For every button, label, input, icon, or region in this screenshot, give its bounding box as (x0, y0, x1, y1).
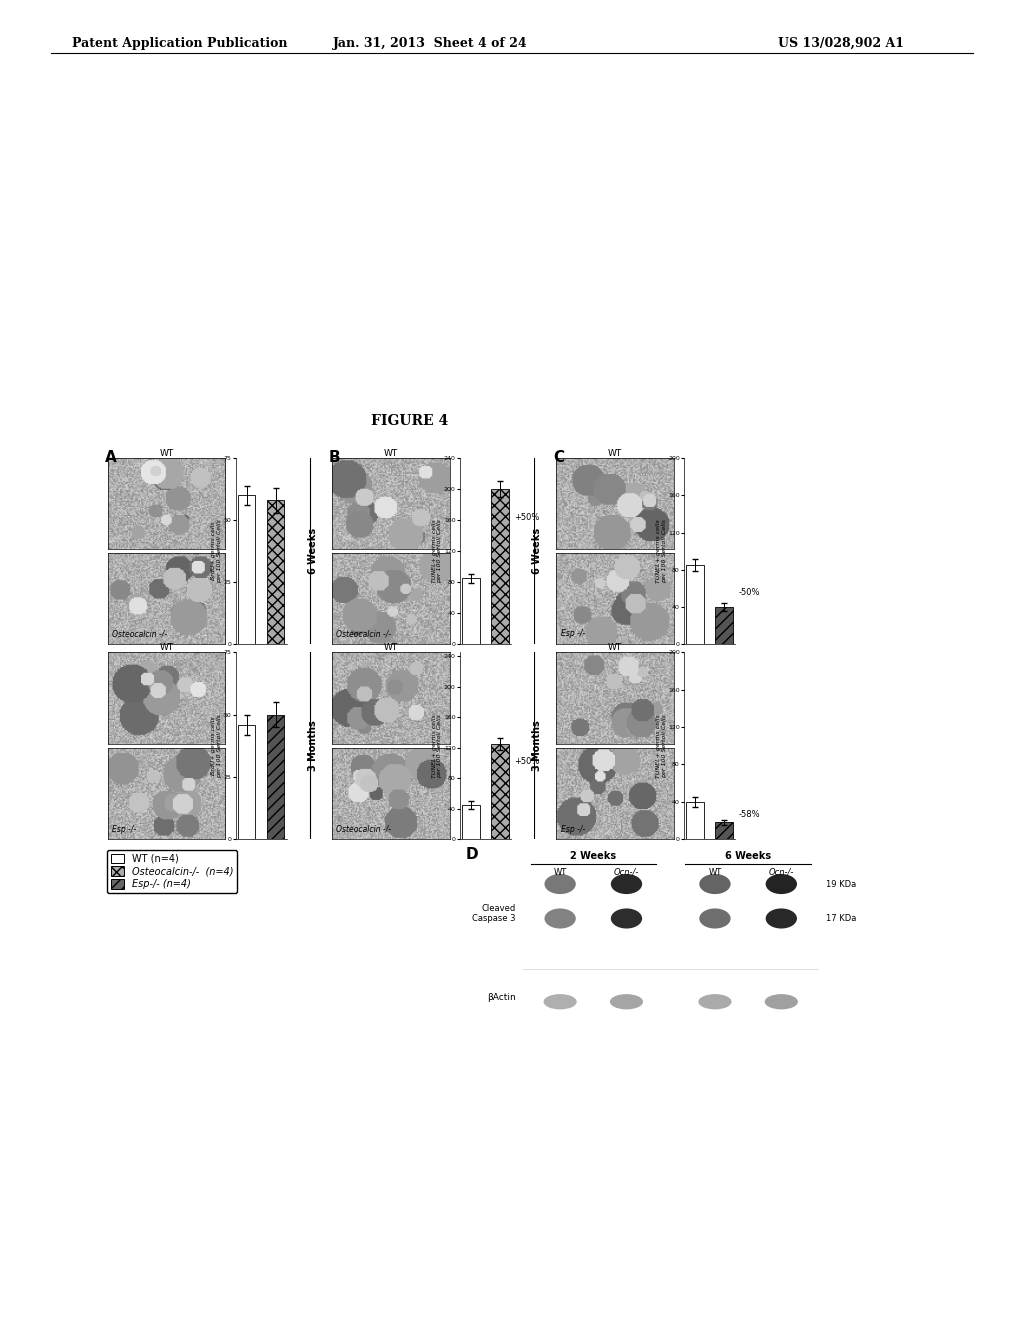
Title: WT: WT (160, 449, 173, 458)
Text: βActin: βActin (487, 994, 516, 1002)
Text: Esp -/-: Esp -/- (561, 825, 585, 834)
Y-axis label: BrdU+ germs cells
per 100 Sertoli Cells: BrdU+ germs cells per 100 Sertoli Cells (211, 714, 222, 777)
Ellipse shape (766, 908, 797, 928)
Ellipse shape (544, 994, 577, 1010)
Text: 19 KDa: 19 KDa (825, 879, 856, 888)
Text: -58%: -58% (738, 810, 761, 820)
Text: Jan. 31, 2013  Sheet 4 of 24: Jan. 31, 2013 Sheet 4 of 24 (333, 37, 527, 50)
Text: Osteocalcin -/-: Osteocalcin -/- (113, 630, 167, 639)
Bar (238, 725, 255, 840)
Ellipse shape (545, 874, 575, 894)
Text: 2 Weeks: 2 Weeks (570, 850, 616, 861)
Bar (716, 607, 733, 644)
Title: WT: WT (608, 643, 622, 652)
Text: +50%: +50% (514, 512, 540, 521)
Text: Esp -/-: Esp -/- (113, 825, 136, 834)
Bar (686, 565, 703, 644)
Ellipse shape (610, 908, 642, 928)
Text: Ocn-/-: Ocn-/- (613, 867, 639, 876)
Y-axis label: TUNEL+ germs cells
per 100 Sertoli Cells: TUNEL+ germs cells per 100 Sertoli Cells (656, 519, 667, 583)
Y-axis label: TUNEL+ germs cells
per 100 Sertoli Cells: TUNEL+ germs cells per 100 Sertoli Cells (431, 519, 442, 583)
Title: WT: WT (608, 449, 622, 458)
Text: FIGURE 4: FIGURE 4 (371, 414, 449, 429)
Text: B: B (329, 450, 340, 465)
Title: WT: WT (384, 643, 397, 652)
Ellipse shape (610, 874, 642, 894)
Text: Osteocalcin -/-: Osteocalcin -/- (337, 630, 391, 639)
Ellipse shape (699, 908, 730, 928)
Text: 6 Weeks: 6 Weeks (307, 528, 317, 574)
Bar (492, 490, 509, 644)
Ellipse shape (698, 994, 731, 1010)
Title: WT: WT (384, 449, 397, 458)
Bar (267, 500, 285, 644)
Text: Ocn-/-: Ocn-/- (769, 867, 794, 876)
Text: Osteocalcin -/-: Osteocalcin -/- (337, 825, 391, 834)
Bar (462, 805, 479, 840)
Bar (492, 744, 509, 840)
Text: A: A (104, 450, 116, 465)
Bar (238, 495, 255, 644)
Text: D: D (466, 847, 478, 862)
Text: WT: WT (554, 867, 566, 876)
Text: WT: WT (709, 867, 722, 876)
Text: 3 Months: 3 Months (531, 721, 542, 771)
Bar (462, 578, 479, 644)
Text: +50%: +50% (514, 756, 540, 766)
Y-axis label: BrdU+ germs cells
per 100 Sertoli Cells: BrdU+ germs cells per 100 Sertoli Cells (211, 519, 222, 583)
Ellipse shape (545, 908, 575, 928)
Bar (267, 714, 285, 840)
Text: Esp -/-: Esp -/- (561, 630, 585, 639)
Legend: WT (n=4), Osteocalcin-/-  (n=4), Esp-/- (n=4): WT (n=4), Osteocalcin-/- (n=4), Esp-/- (… (108, 850, 237, 894)
Text: US 13/028,902 A1: US 13/028,902 A1 (778, 37, 904, 50)
Text: Cleaved
Caspase 3: Cleaved Caspase 3 (472, 904, 516, 924)
Bar (686, 801, 703, 840)
Text: Patent Application Publication: Patent Application Publication (72, 37, 287, 50)
Ellipse shape (610, 994, 643, 1010)
Text: -50%: -50% (738, 589, 760, 597)
Text: 6 Weeks: 6 Weeks (725, 850, 771, 861)
Y-axis label: TUNEL+ germs cells
per 100 Sertoli Cells: TUNEL+ germs cells per 100 Sertoli Cells (431, 714, 442, 777)
Y-axis label: TUNEL+ germs cells
per 100 Sertoli Cells: TUNEL+ germs cells per 100 Sertoli Cells (656, 714, 667, 777)
Text: C: C (553, 450, 564, 465)
Text: 6 Weeks: 6 Weeks (531, 528, 542, 574)
Text: 3 Months: 3 Months (307, 721, 317, 771)
Bar (716, 822, 733, 840)
Ellipse shape (766, 874, 797, 894)
Text: 17 KDa: 17 KDa (825, 913, 856, 923)
Ellipse shape (699, 874, 730, 894)
Ellipse shape (765, 994, 798, 1010)
Title: WT: WT (160, 643, 173, 652)
